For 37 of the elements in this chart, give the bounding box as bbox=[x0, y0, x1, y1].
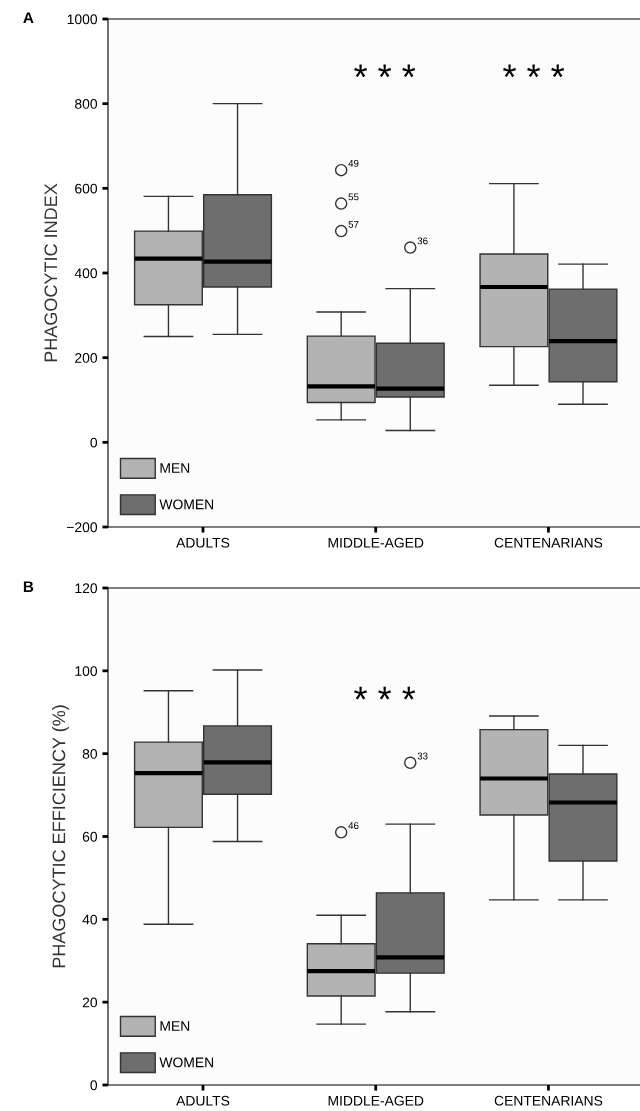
x-tick-label: MIDDLE-AGED bbox=[328, 537, 424, 548]
y-tick-label: 600 bbox=[75, 183, 98, 194]
chart-title: B bbox=[23, 581, 34, 592]
x-tick-label: ADULTS bbox=[176, 537, 230, 548]
annotation: 55 bbox=[348, 193, 359, 201]
y-tick-label: 0 bbox=[90, 437, 98, 448]
y-tick-label: 400 bbox=[74, 268, 98, 279]
x-tick-label: MIDDLE-AGED bbox=[328, 1095, 424, 1106]
y-tick-label: 80 bbox=[82, 749, 98, 759]
annotation: 33 bbox=[417, 752, 428, 760]
legend-label: WOMEN bbox=[159, 499, 214, 510]
x-tick-label: CENTENARIANS bbox=[494, 1095, 603, 1106]
y-tick-label: 1000 bbox=[67, 14, 98, 25]
chart-title: A bbox=[23, 12, 34, 23]
y-tick-label: 100 bbox=[75, 666, 98, 676]
y-tick-label: 0 bbox=[90, 1080, 98, 1091]
y-tick-label: 60 bbox=[82, 831, 98, 842]
y-axis-title: PHAGOCYTIC EFFICIENCY (%) bbox=[52, 705, 69, 968]
annotation: 36 bbox=[417, 237, 428, 245]
annotation: * * * bbox=[503, 64, 565, 78]
x-tick-label: ADULTS bbox=[176, 1095, 230, 1106]
annotation: 57 bbox=[348, 221, 359, 228]
y-tick-label: −200 bbox=[66, 522, 98, 533]
y-tick-label: 40 bbox=[82, 914, 98, 925]
x-tick-label: CENTENARIANS bbox=[494, 537, 603, 548]
annotation: * * * bbox=[354, 686, 416, 700]
annotation: 49 bbox=[348, 159, 359, 167]
legend-label: MEN bbox=[160, 1021, 190, 1031]
legend-label: MEN bbox=[160, 463, 190, 473]
y-tick-label: 200 bbox=[75, 353, 98, 363]
y-tick-label: 800 bbox=[75, 99, 98, 109]
y-tick-label: 120 bbox=[75, 583, 98, 594]
legend-label: WOMEN bbox=[159, 1057, 214, 1068]
annotation: * * * bbox=[354, 64, 416, 78]
y-axis-title: PHAGOCYTIC INDEX bbox=[44, 183, 58, 362]
y-tick-label: 20 bbox=[82, 997, 98, 1008]
annotation: 46 bbox=[348, 822, 359, 830]
